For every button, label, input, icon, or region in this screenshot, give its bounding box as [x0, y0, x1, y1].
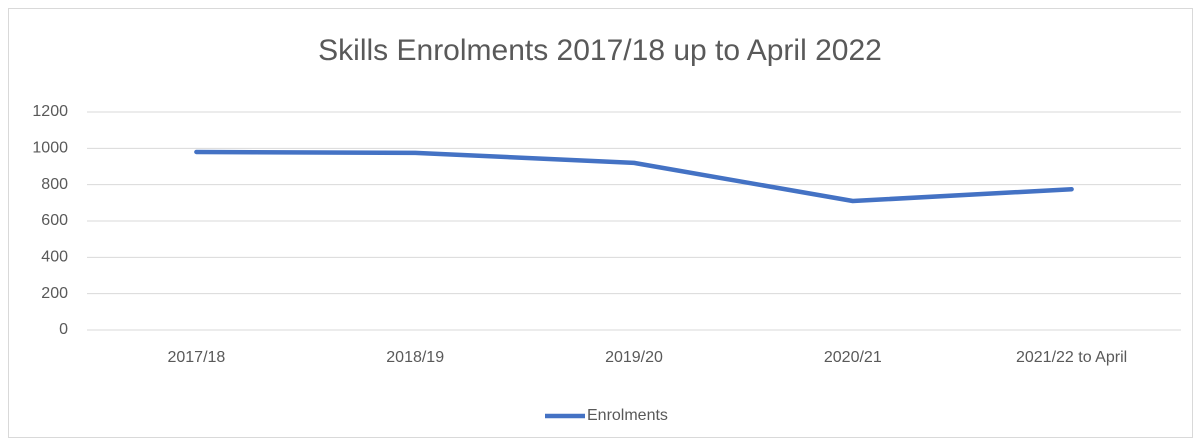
x-tick-label: 2021/22 to April: [1016, 349, 1127, 366]
y-tick-label: 800: [41, 176, 68, 193]
x-tick-label: 2017/18: [167, 349, 225, 366]
y-tick-label: 400: [41, 249, 68, 266]
x-tick-label: 2019/20: [605, 349, 663, 366]
legend-label: Enrolments: [587, 407, 668, 424]
chart-title: Skills Enrolments 2017/18 up to April 20…: [318, 34, 882, 67]
y-tick-label: 200: [41, 285, 68, 302]
data-line: [194, 149, 1074, 204]
y-tick-label: 1000: [32, 140, 68, 157]
chart-frame: [8, 8, 1193, 438]
x-tick-label: 2018/19: [386, 349, 444, 366]
x-tick-label: 2020/21: [824, 349, 882, 366]
y-tick-label: 600: [41, 212, 68, 229]
y-tick-label: 1200: [32, 103, 68, 120]
y-tick-label: 0: [59, 321, 68, 338]
